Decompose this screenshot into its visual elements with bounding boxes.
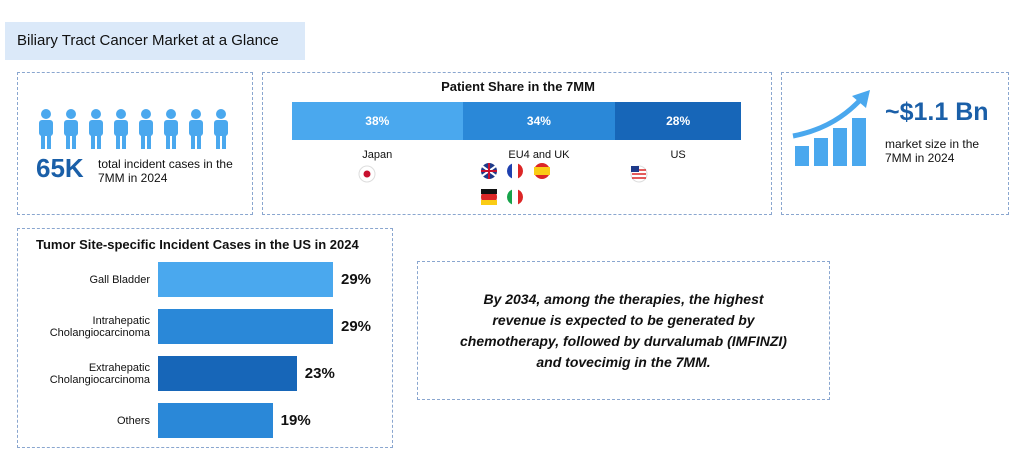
market-value: ~$1.1 Bn bbox=[885, 98, 989, 126]
chart-title: Patient Share in the 7MM bbox=[441, 79, 595, 94]
flag-icons bbox=[358, 163, 648, 205]
category-label: Others bbox=[116, 414, 150, 427]
page-title: Biliary Tract Cancer Market at a Glance bbox=[5, 22, 305, 60]
value-label: 19% bbox=[280, 412, 311, 429]
value-label: 29% bbox=[341, 318, 372, 335]
market-panel: ~$1.1 Bn market size in the 7MM in 2024 bbox=[781, 72, 1009, 215]
incident-value: 65K bbox=[36, 153, 84, 183]
bar-segment: 28% bbox=[615, 102, 741, 140]
bar bbox=[158, 262, 333, 297]
hbar-chart: Gall Bladder 29% Intrahepatic Cholangiocar… bbox=[18, 229, 394, 449]
category-label: Japan bbox=[362, 149, 393, 161]
stacked-bar: 38% 34% 28% bbox=[292, 102, 741, 140]
value-label: 28% bbox=[666, 114, 691, 128]
category-label: Extrahepatic Cholangiocarcinoma bbox=[49, 361, 150, 386]
bar bbox=[158, 309, 333, 344]
tumor-site-panel: Tumor Site-specific Incident Cases in th… bbox=[17, 228, 393, 448]
chart-title: Tumor Site-specific Incident Cases in th… bbox=[36, 237, 359, 252]
incident-text: total incident cases in the 7MM in 2024 bbox=[98, 157, 233, 185]
people-icons bbox=[39, 109, 228, 149]
value-label: 38% bbox=[365, 114, 390, 128]
incident-panel: 65K total incident cases in the 7MM in 2… bbox=[17, 72, 253, 215]
category-label: EU4 and UK bbox=[508, 149, 570, 161]
bar-segment: 34% bbox=[462, 102, 616, 140]
value-label: 29% bbox=[341, 271, 372, 288]
bar bbox=[158, 356, 297, 391]
category-label: Intrahepatic Cholangiocarcinoma bbox=[49, 314, 150, 339]
market-text: market size in the 7MM in 2024 bbox=[885, 137, 980, 165]
note-text: By 2034, among the therapies, the highes… bbox=[460, 290, 787, 370]
note-box: By 2034, among the therapies, the highes… bbox=[417, 261, 830, 400]
category-label: Gall Bladder bbox=[89, 273, 150, 286]
value-label: 23% bbox=[304, 365, 335, 382]
value-label: 34% bbox=[526, 114, 551, 128]
category-label: US bbox=[670, 149, 686, 161]
growth-icon bbox=[792, 90, 870, 166]
patient-share-panel: Patient Share in the 7MM 38% 34% 28% Japan… bbox=[262, 72, 772, 215]
bar bbox=[158, 403, 273, 438]
bar-segment: 38% bbox=[292, 102, 463, 140]
